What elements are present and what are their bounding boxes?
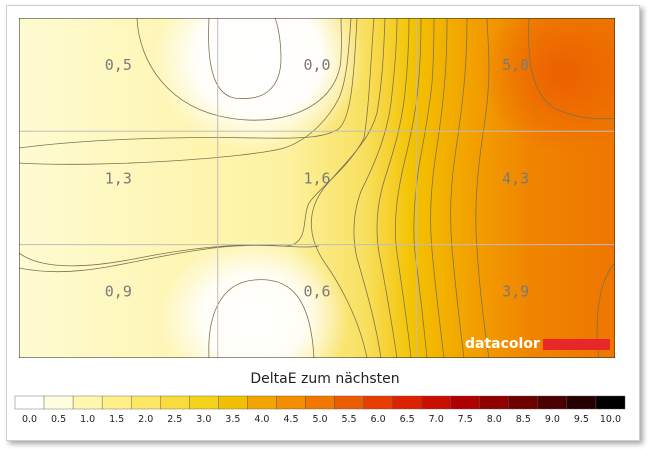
scale-tick-8: 4.0 bbox=[254, 414, 269, 425]
logo-bar bbox=[543, 339, 610, 350]
scale-tick-10: 5.0 bbox=[312, 414, 327, 425]
scale-tick-19: 9.5 bbox=[574, 414, 589, 425]
scale-swatch-12 bbox=[363, 395, 393, 410]
grid-lines bbox=[19, 18, 615, 358]
scale-swatch-8 bbox=[247, 395, 277, 410]
scale-swatch-13 bbox=[392, 395, 422, 410]
scale-tick-16: 8.0 bbox=[487, 414, 502, 425]
scale-tick-7: 3.5 bbox=[225, 414, 240, 425]
cell-value-r2-c2: 3,9 bbox=[502, 283, 529, 301]
scale-swatch-11 bbox=[334, 395, 364, 410]
scale-swatch-17 bbox=[508, 395, 539, 410]
scale-swatch-4 bbox=[130, 395, 161, 410]
cell-value-r2-c0: 0,9 bbox=[105, 283, 132, 301]
scale-swatch-1 bbox=[43, 395, 74, 410]
scale-tick-3: 1.5 bbox=[109, 414, 124, 425]
scale-swatch-3 bbox=[101, 395, 132, 410]
scale-tick-2: 1.0 bbox=[80, 414, 95, 425]
scale-tick-17: 8.5 bbox=[516, 414, 531, 425]
scale-swatch-20 bbox=[595, 395, 626, 410]
cell-labels: 0,5 0,0 5,0 1,3 1,6 4,3 0,9 0,6 3,9 bbox=[105, 56, 529, 301]
cell-value-r1-c2: 4,3 bbox=[502, 169, 529, 187]
scale-swatch-16 bbox=[479, 395, 510, 410]
scale-swatch-2 bbox=[72, 395, 103, 410]
scale-swatch-14 bbox=[421, 395, 451, 410]
scale-swatch-0 bbox=[14, 395, 45, 410]
low-region-top bbox=[154, 18, 364, 153]
scale-tick-6: 3.0 bbox=[196, 414, 211, 425]
scale-tick-4: 2.0 bbox=[138, 414, 153, 425]
scale-swatch-19 bbox=[566, 395, 597, 410]
cell-value-r1-c1: 1,6 bbox=[303, 169, 330, 187]
scale-swatch-10 bbox=[305, 395, 335, 410]
cell-value-r0-c0: 0,5 bbox=[105, 56, 132, 74]
cell-value-r2-c1: 0,6 bbox=[303, 283, 330, 301]
scale-swatch-9 bbox=[276, 395, 306, 410]
scale-swatch-5 bbox=[160, 395, 190, 410]
cell-value-r1-c0: 1,3 bbox=[105, 169, 132, 187]
scale-tick-14: 7.0 bbox=[429, 414, 444, 425]
datacolor-logo: datacolor bbox=[465, 336, 610, 352]
scale-tick-5: 2.5 bbox=[167, 414, 182, 425]
scale-tick-12: 6.0 bbox=[371, 414, 386, 425]
cell-value-r0-c2: 5,0 bbox=[502, 56, 529, 74]
scale-tick-15: 7.5 bbox=[458, 414, 473, 425]
scale-tick-20: 10.0 bbox=[600, 414, 621, 425]
low-region-bottom bbox=[159, 238, 349, 358]
scale-tick-11: 5.5 bbox=[341, 414, 356, 425]
scale-swatch-7 bbox=[218, 395, 248, 410]
scale-swatch-18 bbox=[537, 395, 568, 410]
heatmap-plot: 0,5 0,0 5,0 1,3 1,6 4,3 0,9 0,6 3,9 datacolor bbox=[19, 18, 615, 358]
logo-text: datacolor bbox=[465, 336, 540, 352]
contour-lines bbox=[19, 18, 615, 358]
scale-tick-0: 0.0 bbox=[22, 414, 37, 425]
scale-tick-13: 6.5 bbox=[400, 414, 415, 425]
scale-tick-18: 9.0 bbox=[545, 414, 560, 425]
scale-swatch-6 bbox=[189, 395, 219, 410]
chart-title: DeltaE zum nächsten bbox=[250, 371, 400, 387]
scale-tick-9: 4.5 bbox=[283, 414, 298, 425]
cell-value-r0-c1: 0,0 bbox=[303, 56, 330, 74]
scale-swatch-15 bbox=[450, 395, 480, 410]
high-region-top-right bbox=[479, 18, 615, 153]
scale-tick-1: 0.5 bbox=[51, 414, 66, 425]
